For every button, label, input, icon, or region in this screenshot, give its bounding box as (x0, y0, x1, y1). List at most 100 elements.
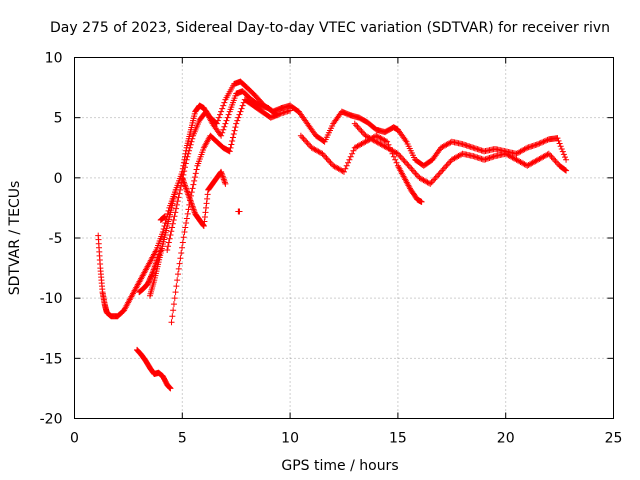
data-point (167, 231, 174, 238)
series-K (235, 208, 243, 215)
data-point (428, 179, 435, 186)
data-point (180, 171, 187, 178)
data-point (559, 148, 566, 155)
data-point (185, 150, 192, 157)
data-point (218, 108, 225, 115)
data-point (418, 198, 425, 205)
data-point (182, 160, 189, 167)
data-point (176, 260, 183, 267)
data-point (167, 385, 174, 392)
data-point (200, 222, 207, 229)
data-point (225, 111, 232, 118)
data-point (234, 117, 241, 124)
points-layer (95, 78, 570, 392)
data-point (175, 194, 182, 201)
data-point (438, 168, 445, 175)
data-point (359, 129, 366, 136)
data-point (554, 135, 561, 142)
data-point (536, 140, 543, 147)
data-point (203, 200, 210, 207)
data-point (175, 265, 182, 272)
data-point (222, 180, 229, 187)
data-point (411, 168, 418, 175)
data-point (551, 156, 558, 163)
data-point (191, 174, 198, 181)
data-point (181, 168, 188, 175)
y-tick-label: -5 (49, 231, 63, 247)
data-point (556, 140, 563, 147)
data-point (169, 220, 176, 227)
data-point (304, 140, 311, 147)
data-point (184, 153, 191, 160)
data-point (181, 228, 188, 235)
data-point (224, 114, 231, 121)
data-point (203, 204, 210, 211)
data-point (442, 164, 449, 171)
data-point (190, 181, 197, 188)
data-point (162, 213, 169, 220)
data-point (202, 209, 209, 216)
data-point (552, 158, 559, 165)
data-point (179, 244, 186, 251)
data-point (170, 307, 177, 314)
data-point (408, 165, 415, 172)
y-tick-label: 0 (54, 171, 63, 187)
data-point (179, 239, 186, 246)
data-point (560, 151, 567, 158)
chart-title: Day 275 of 2023, Sidereal Day-to-day VTE… (50, 20, 610, 36)
data-point (226, 148, 233, 155)
data-point (544, 151, 551, 158)
data-point (409, 167, 416, 174)
series-A (95, 78, 302, 320)
data-point (341, 168, 347, 175)
data-point (326, 158, 333, 165)
data-point (183, 219, 190, 226)
data-point (435, 171, 442, 178)
data-point (183, 156, 190, 163)
data-point (299, 134, 306, 141)
data-point (522, 145, 529, 152)
data-point (446, 159, 453, 166)
data-point (165, 243, 172, 250)
data-point (297, 132, 304, 139)
x-tick-label: 0 (70, 431, 79, 447)
data-point (193, 166, 200, 173)
data-point (172, 186, 179, 193)
x-axis-title: GPS time / hours (281, 458, 398, 474)
data-point (393, 159, 400, 166)
data-point (169, 313, 176, 320)
data-point (219, 129, 226, 136)
data-point (355, 125, 362, 132)
data-point (400, 156, 407, 163)
data-point (541, 138, 548, 145)
series-C (164, 88, 281, 254)
data-point (173, 283, 180, 290)
data-point (182, 224, 189, 231)
data-point (188, 138, 195, 145)
data-point (553, 159, 560, 166)
data-point (181, 164, 188, 171)
data-point (354, 123, 361, 130)
x-tick-label: 10 (281, 431, 299, 447)
data-point (218, 132, 225, 139)
data-point (187, 141, 194, 148)
data-point (204, 195, 211, 202)
data-point (220, 102, 227, 109)
data-point (425, 180, 432, 187)
data-point (432, 174, 439, 181)
data-point (173, 205, 180, 212)
data-point (440, 165, 447, 172)
y-tick-label: -15 (40, 351, 63, 367)
data-point (232, 124, 239, 131)
data-point (345, 159, 352, 166)
data-point (357, 126, 364, 133)
data-point (562, 167, 569, 174)
data-point (173, 201, 180, 208)
data-point (220, 126, 227, 133)
data-point (166, 235, 173, 242)
data-point (171, 295, 178, 302)
data-point (176, 190, 183, 197)
data-point (557, 143, 564, 150)
